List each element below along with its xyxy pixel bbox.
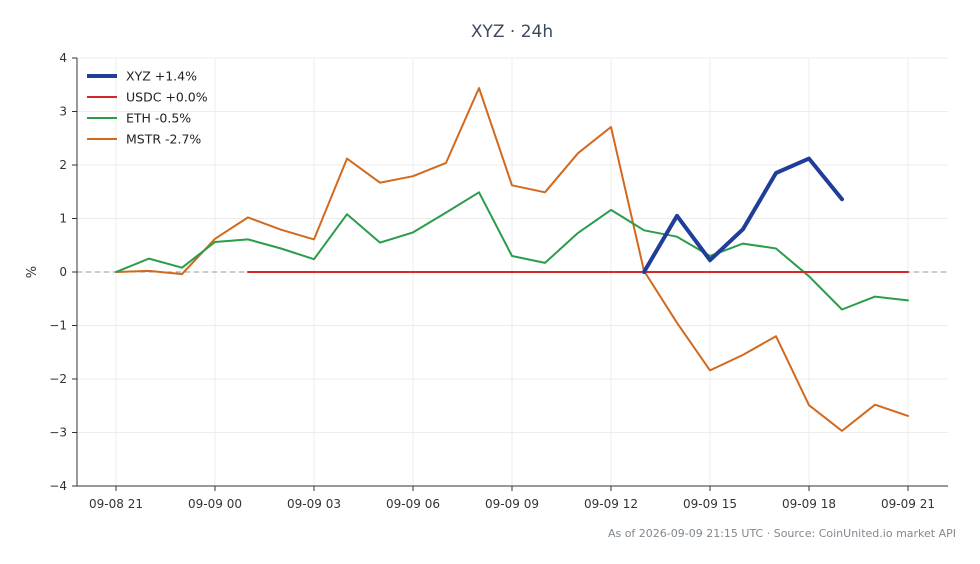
series-line-mstr [115,87,909,432]
y-tick-label: 1 [59,212,67,226]
footer-source-note: As of 2026-09-09 21:15 UTC · Source: Coi… [608,527,956,540]
y-tick-label: −2 [49,372,67,386]
chart-title: XYZ · 24h [471,22,553,42]
y-tick-label: −1 [49,319,67,333]
y-tick-label: 0 [59,265,67,279]
legend-label: XYZ +1.4% [126,69,197,84]
series-line-eth [115,191,909,311]
y-tick-label: 2 [59,158,67,172]
series-lines [115,87,909,432]
x-tick-label: 09-09 00 [188,497,242,511]
y-tick-label: 4 [59,51,67,65]
x-tick-label: 09-09 06 [386,497,440,511]
legend-label: USDC +0.0% [126,90,208,105]
legend-label: MSTR -2.7% [126,132,201,147]
x-tick-label: 09-09 21 [881,497,935,511]
y-axis-ticks: 4 3 2 1 0 −1 −2 −3 −4 [49,51,77,493]
x-tick-label: 09-09 09 [485,497,539,511]
x-tick-label: 09-09 15 [683,497,737,511]
x-axis-ticks: 09-08 21 09-09 00 09-09 03 09-09 06 09-09 09… [89,486,935,511]
series-line-xyz [642,156,844,274]
x-tick-label: 09-09 03 [287,497,341,511]
legend: XYZ +1.4% USDC +0.0% ETH -0.5% MSTR -2.7% [87,69,208,147]
x-tick-label: 09-09 12 [584,497,638,511]
x-tick-label: 09-09 18 [782,497,836,511]
x-tick-label: 09-08 21 [89,497,143,511]
y-tick-label: −3 [49,426,67,440]
y-axis-label: % [25,266,40,278]
y-tick-label: 3 [59,105,67,119]
y-tick-label: −4 [49,479,67,493]
legend-label: ETH -0.5% [126,111,191,126]
